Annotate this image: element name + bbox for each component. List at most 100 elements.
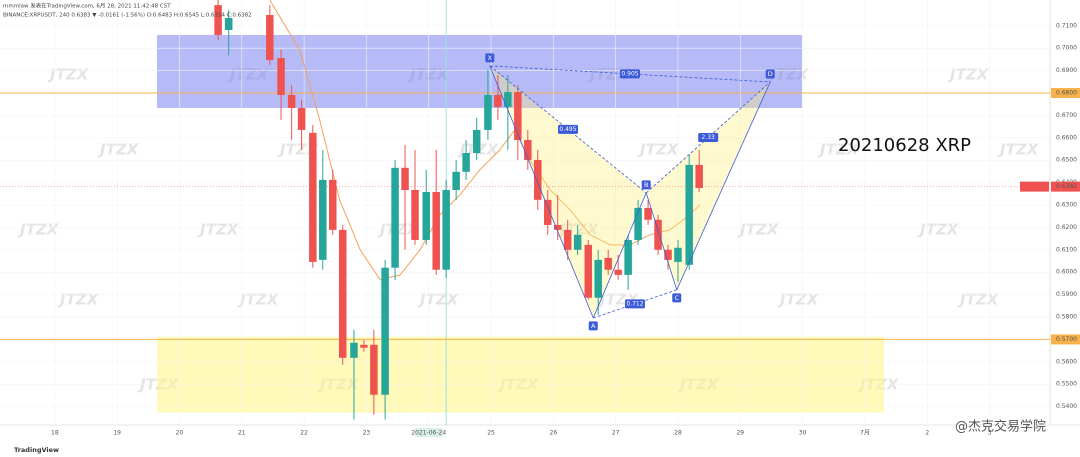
watermark: JTZX (57, 291, 100, 309)
y-tick-label: 0.6600 (1056, 134, 1077, 141)
x-tick-highlight (414, 428, 443, 437)
ratio-label: 0.495 (559, 126, 576, 133)
pattern-line (645, 192, 678, 291)
candle-body (214, 5, 222, 35)
x-tick-label: 23 (363, 430, 371, 437)
candle-body (604, 257, 612, 270)
pattern-fill (489, 65, 647, 318)
y-tick-label: 0.5600 (1056, 358, 1077, 365)
candle-body (370, 344, 378, 395)
ratio-tag (557, 124, 578, 134)
candle-body (350, 342, 358, 358)
candle-body (685, 164, 693, 265)
candle-body (614, 269, 622, 275)
pattern-point-tag (588, 321, 598, 331)
watermark: JTZX (637, 141, 680, 159)
pattern-point-label: D (768, 70, 773, 78)
x-tick-label: 7月 (860, 430, 870, 437)
y-tick-label: 0.5500 (1056, 381, 1077, 388)
price-tag-label: 0.6800 (1056, 89, 1077, 96)
x-tick-label: 2 (925, 430, 929, 437)
candle-body (391, 167, 399, 268)
candle-body (462, 153, 470, 172)
candle-body (224, 17, 233, 31)
candle-body (309, 132, 317, 262)
candle-body (634, 207, 642, 240)
candle-body (644, 207, 652, 220)
candle-body (504, 92, 512, 107)
candle-body (534, 159, 542, 200)
y-tick-label: 0.6500 (1056, 157, 1077, 164)
candle-body (494, 94, 502, 107)
header-line: BINANCE:XRPUSDT, 240 0.6383 ▼ -0.0161 (-… (3, 13, 252, 19)
ratio-tag (624, 299, 645, 309)
x-tick-label: 26 (550, 430, 558, 437)
watermark: JTZX (417, 291, 460, 309)
watermark: JTZX (777, 291, 820, 309)
y-tick-label: 0.6900 (1056, 67, 1077, 74)
pattern-line (676, 81, 771, 291)
x-tick-label: 30 (799, 430, 807, 437)
candle-body (594, 259, 602, 298)
candle-body (624, 239, 632, 275)
x-tick-label: 25 (487, 430, 495, 437)
pattern-point-label: C (674, 294, 679, 302)
watermark: JTZX (197, 221, 240, 239)
candle-body (442, 189, 450, 270)
x-tick-label: 2021-06-24 (411, 430, 446, 437)
candle-body (266, 15, 274, 61)
candle-body (563, 229, 572, 250)
candle-body (277, 58, 285, 95)
x-tick-label: 20 (176, 430, 184, 437)
price-tag-label: 0.5700 (1056, 336, 1077, 343)
pattern-point-label: B (644, 181, 648, 189)
y-tick-label: 0.6300 (1056, 201, 1077, 208)
ratio-tag (698, 132, 719, 142)
candle-body (695, 164, 703, 188)
x-tick-label: 21 (238, 430, 246, 437)
watermark: JTZX (917, 221, 960, 239)
axes: 0.5400 0.5500 0.5600 0.5700 0.5800 0.5900 0.60… (51, 22, 1080, 437)
annotation: 20210628 XRP (838, 135, 971, 156)
candle-body (452, 171, 460, 190)
watermark: JTZX (277, 141, 320, 159)
ratio-label: 0.905 (621, 70, 638, 77)
y-tick-label: 0.5400 (1056, 403, 1077, 410)
pattern-point-tag (765, 69, 775, 79)
y-tick-label: 0.7000 (1056, 45, 1077, 52)
candle-body (401, 167, 409, 190)
candle-body (319, 179, 327, 260)
symbol-tag (1020, 181, 1049, 192)
ratio-label: 2.33 (702, 134, 716, 141)
x-tick-label: 22 (300, 430, 308, 437)
candle-body (338, 229, 347, 358)
moving-average (269, 0, 701, 281)
candle-body (484, 94, 492, 130)
y-tick-label: 0.7100 (1056, 22, 1077, 29)
x-tick-label: 18 (51, 430, 59, 437)
candle-body (360, 344, 368, 348)
candle-body (654, 219, 662, 250)
watermark: JTZX (997, 141, 1040, 159)
watermark: JTZX (817, 141, 860, 159)
ratio-label: 0.712 (626, 300, 643, 307)
pattern-line (645, 81, 771, 194)
x-tick-label: 3 (988, 430, 992, 437)
watermark: JTZX (947, 66, 990, 84)
plot-area: 0.905 0.495 0.712 2.33 X A B C D (0, 0, 1050, 425)
x-tick-label: 29 (736, 430, 744, 437)
pattern-line (592, 192, 647, 319)
header-line: mmmlaw 发表在TradingView.com, 6月 28, 2021 1… (3, 2, 171, 10)
watermark: JTZX (737, 221, 780, 239)
x-tick-label: 27 (612, 430, 620, 437)
last-price-tag (1051, 181, 1080, 192)
pattern-fill (646, 81, 771, 290)
candle-body (573, 234, 582, 250)
brand: TradingView (14, 446, 59, 454)
pattern-point-tag (485, 53, 495, 63)
watermark: JTZX (47, 66, 90, 84)
ratio-tag (620, 69, 640, 79)
candle-body (664, 249, 672, 260)
y-tick-label: 0.6200 (1056, 224, 1077, 231)
